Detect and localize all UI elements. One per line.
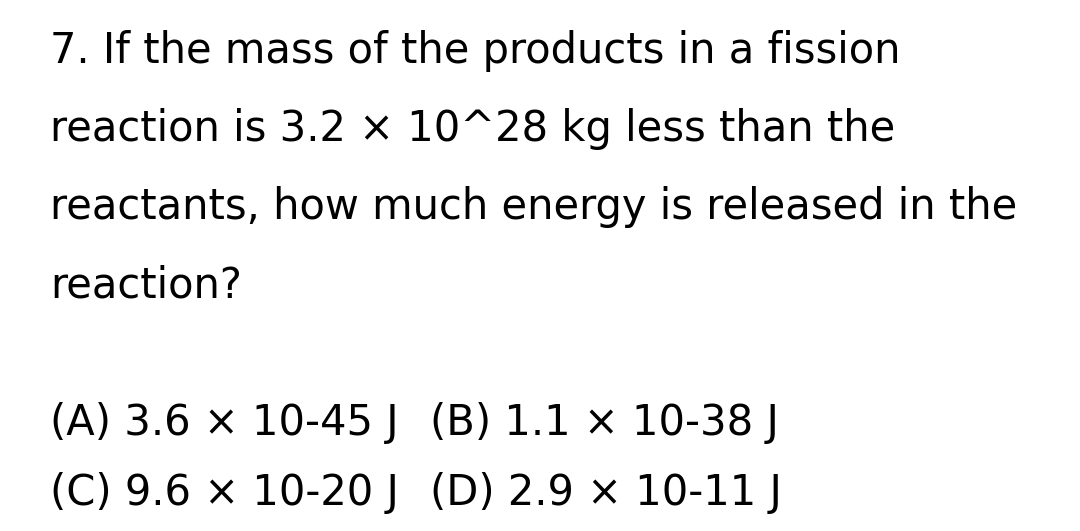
Text: (C) 9.6 × 10-20 J: (C) 9.6 × 10-20 J <box>50 472 399 514</box>
Text: (A) 3.6 × 10-45 J: (A) 3.6 × 10-45 J <box>50 402 399 444</box>
Text: (D) 2.9 × 10-11 J: (D) 2.9 × 10-11 J <box>430 472 782 514</box>
Text: reactants, how much energy is released in the: reactants, how much energy is released i… <box>50 186 1017 228</box>
Text: 7. If the mass of the products in a fission: 7. If the mass of the products in a fiss… <box>50 30 901 72</box>
Text: reaction?: reaction? <box>50 264 242 306</box>
Text: (B) 1.1 × 10-38 J: (B) 1.1 × 10-38 J <box>430 402 779 444</box>
Text: reaction is 3.2 × 10^28 kg less than the: reaction is 3.2 × 10^28 kg less than the <box>50 108 895 150</box>
